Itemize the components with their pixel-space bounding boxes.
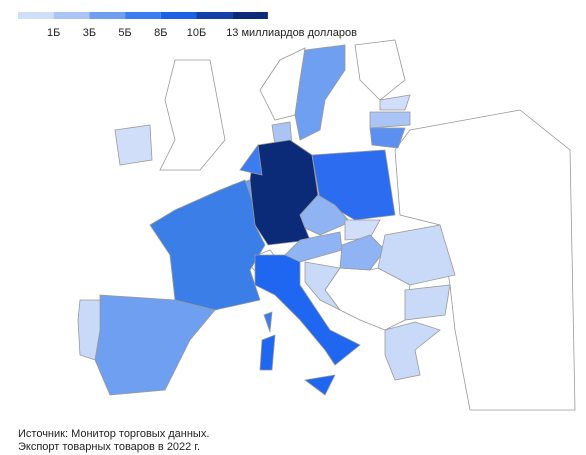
sardinia xyxy=(259,334,276,371)
legend-label: 8Б xyxy=(154,27,167,39)
spain xyxy=(94,294,216,396)
legend-label: 10Б xyxy=(187,27,206,39)
legend-label: 3Б xyxy=(83,27,96,39)
source: Экспорт товарных товаров в 2022 г. xyxy=(18,441,200,453)
legend-label: 1Б xyxy=(47,27,60,39)
legend-swatch xyxy=(89,12,126,19)
slovakia xyxy=(344,219,381,241)
finland xyxy=(354,39,406,101)
legend-swatch xyxy=(125,12,161,19)
legend-swatch xyxy=(18,12,54,19)
legend-swatch xyxy=(53,12,90,19)
italy xyxy=(254,254,361,366)
portugal xyxy=(77,299,101,361)
legend: 1Б 3Б 5Б 8Б 10Б 13 миллиардов долларов xyxy=(18,12,357,39)
france xyxy=(149,179,266,311)
legend-swatch xyxy=(196,12,233,19)
uk xyxy=(159,59,226,171)
poland xyxy=(311,149,396,221)
corsica xyxy=(263,311,273,333)
countries xyxy=(77,39,576,411)
legend-swatch xyxy=(232,12,268,19)
austria xyxy=(284,231,343,263)
romania xyxy=(377,224,456,286)
legend-label: 13 миллиардов долларов xyxy=(226,27,357,39)
greece xyxy=(384,321,441,381)
ireland xyxy=(114,124,153,166)
source: Источник: Монитор торговых данных. xyxy=(18,428,209,440)
sweden xyxy=(294,44,346,141)
land xyxy=(394,109,576,411)
latvia xyxy=(369,111,411,129)
bulgaria xyxy=(404,284,451,321)
croatia-slovenia xyxy=(304,261,341,311)
netherlands xyxy=(239,143,263,176)
estonia xyxy=(379,94,411,111)
legend-label: 5Б xyxy=(118,27,131,39)
sicily xyxy=(304,374,336,396)
legend-swatch xyxy=(160,12,197,19)
lithuania xyxy=(369,127,406,149)
hungary xyxy=(339,234,386,271)
